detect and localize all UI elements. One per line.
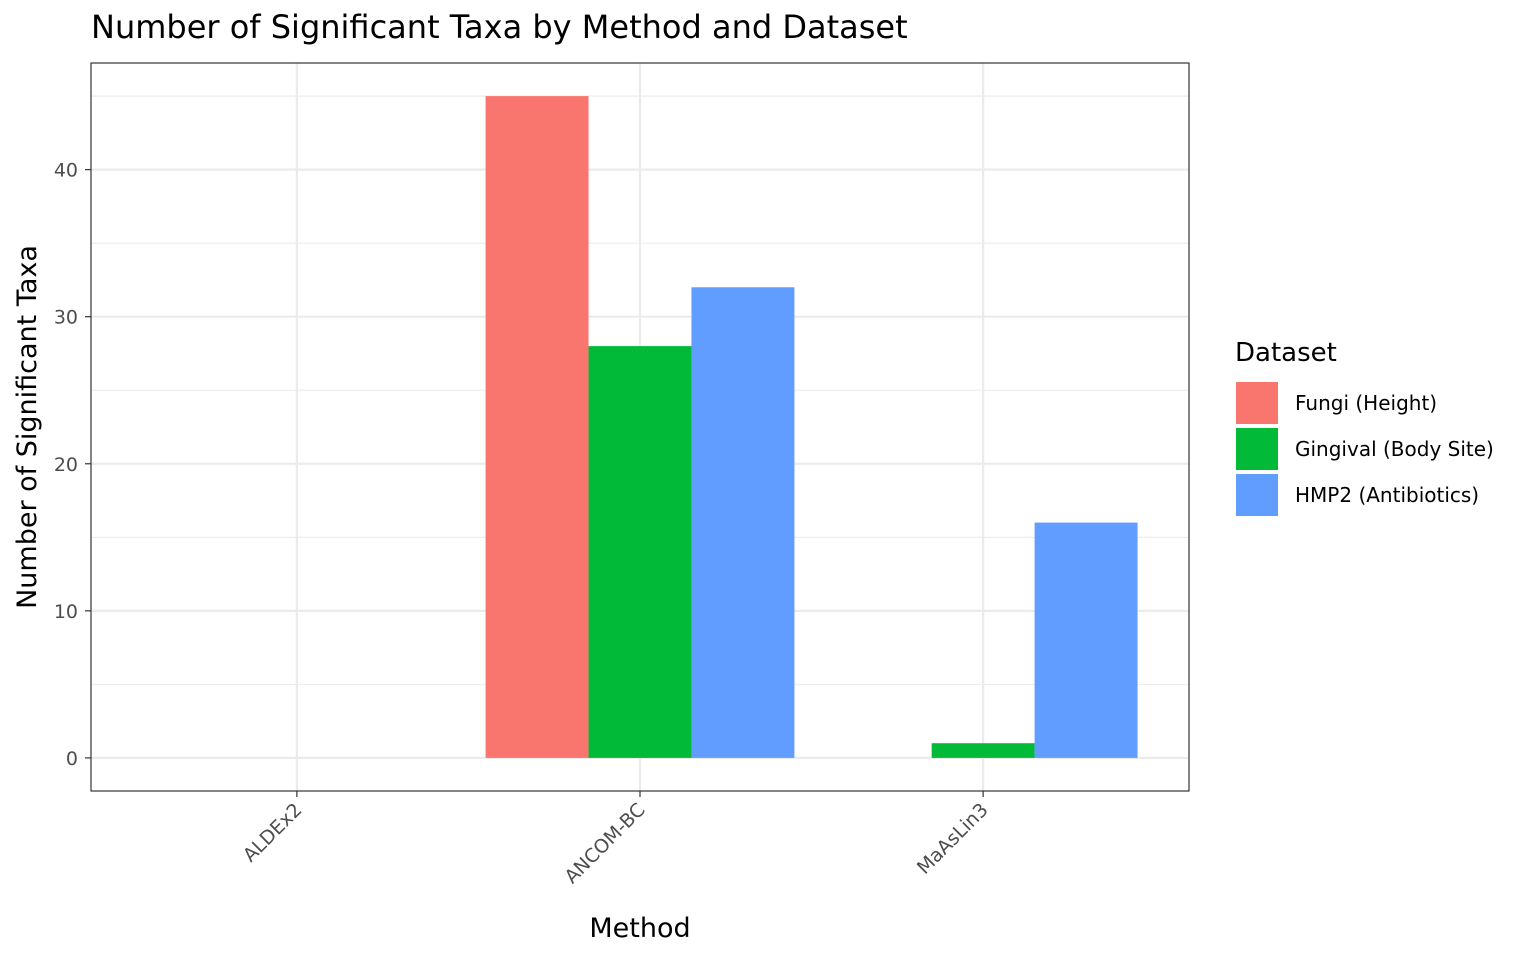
y-tick-label: 10 [54, 601, 78, 623]
bar [588, 346, 692, 758]
y-axis-title: Number of Significant Taxa [12, 245, 43, 609]
x-tick-label: ANCOM-BC [560, 799, 649, 888]
x-axis-title: Method [589, 913, 690, 944]
y-tick-label: 20 [54, 454, 78, 476]
bar [1034, 522, 1138, 758]
legend-label: HMP2 (Antibiotics) [1295, 483, 1479, 507]
x-tick-label: ALDEx2 [239, 799, 307, 867]
chart-title: Number of Significant Taxa by Method and… [91, 8, 908, 46]
x-axis: ALDEx2 ANCOM-BC MaAsLin3 [239, 791, 993, 888]
y-axis: 0 10 20 30 40 [54, 160, 91, 770]
bars [485, 96, 1138, 758]
bar [931, 743, 1035, 758]
legend-swatch [1236, 428, 1278, 470]
y-tick-label: 40 [54, 160, 78, 182]
legend-swatch [1236, 474, 1278, 516]
bar [485, 96, 589, 758]
legend-label: Fungi (Height) [1295, 391, 1437, 415]
legend-swatch [1236, 382, 1278, 424]
legend: Dataset Fungi (Height) Gingival (Body Sit… [1235, 338, 1494, 516]
legend-label: Gingival (Body Site) [1295, 437, 1494, 461]
y-tick-label: 30 [54, 307, 78, 329]
y-tick-label: 0 [66, 748, 78, 770]
legend-title: Dataset [1235, 338, 1337, 368]
x-tick-label: MaAsLin3 [913, 799, 993, 879]
bar [691, 287, 795, 758]
